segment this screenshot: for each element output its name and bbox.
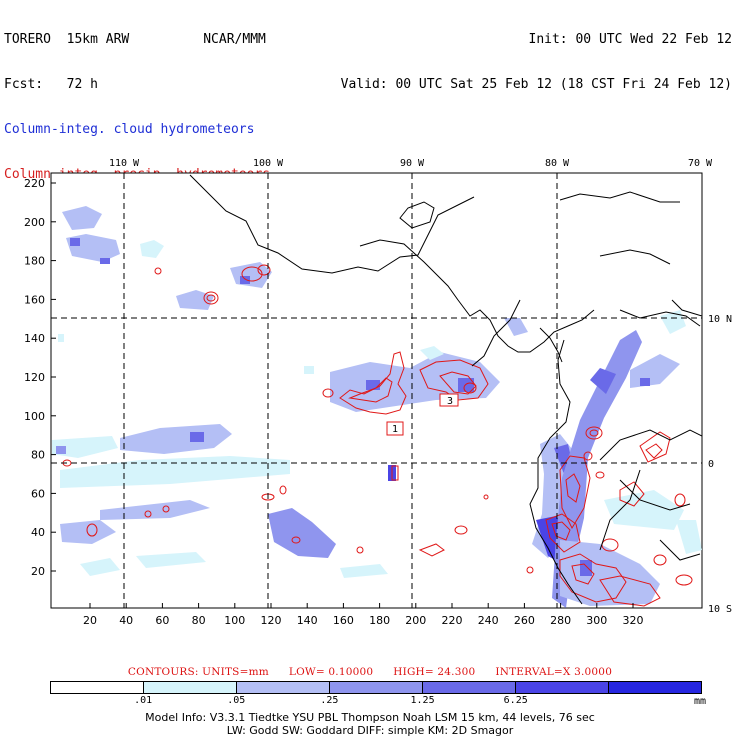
colorbar-swatch	[237, 682, 330, 693]
y-tick-label: 60	[31, 487, 45, 500]
colorbar-label: .05	[227, 695, 246, 706]
x-tick-label: 120	[261, 614, 282, 627]
forecast-map: 1 3 20 40 60 80 100 120 140 160 180 200 220 240 260 2…	[24, 158, 732, 627]
y-tick-label: 40	[31, 526, 45, 539]
colorbar-label: 1.25	[410, 695, 435, 706]
institution-label: NCAR/MMM	[203, 32, 266, 47]
x-tick-label: 220	[442, 614, 463, 627]
colorbar-swatch	[423, 682, 516, 693]
contour-high: HIGH= 24.300	[393, 666, 476, 678]
svg-text:3: 3	[447, 396, 453, 407]
x-tick-label: 300	[586, 614, 607, 627]
model-info-line2: LW: Godd SW: Goddard DIFF: simple KM: 2D…	[226, 724, 514, 737]
x-tick-label: 40	[119, 614, 133, 627]
x-tick-label: 60	[155, 614, 169, 627]
colorbar-swatch	[609, 682, 701, 693]
colorbar-swatch	[330, 682, 423, 693]
colorbar	[50, 681, 702, 694]
valid-time: Valid: 00 UTC Sat 25 Feb 12 (18 CST Fri …	[340, 77, 732, 92]
longitude-label: 110 W	[109, 158, 140, 169]
longitude-label: 90 W	[400, 158, 425, 169]
y-tick-label: 140	[24, 332, 45, 345]
x-tick-label: 280	[550, 614, 571, 627]
coastlines	[189, 174, 702, 605]
y-tick-label: 120	[24, 371, 45, 384]
colorbar-labels: .01 .05 .25 1.25 6.25	[50, 695, 702, 707]
plot-area: 1 3	[51, 173, 702, 608]
longitude-label: 80 W	[545, 158, 570, 169]
y-tick-label: 180	[24, 255, 45, 268]
contour-low: LOW= 0.10000	[288, 666, 374, 678]
x-tick-label: 200	[405, 614, 426, 627]
x-tick-label: 140	[297, 614, 318, 627]
init-time: Init: 00 UTC Wed 22 Feb 12	[528, 32, 733, 47]
colorbar-label: 6.25	[503, 695, 528, 706]
latitude-label: 0	[708, 459, 714, 470]
colorbar-label: .25	[320, 695, 339, 706]
colorbar-swatch	[516, 682, 609, 693]
x-tick-label: 20	[83, 614, 97, 627]
x-tick-label: 240	[478, 614, 499, 627]
y-tick-label: 100	[24, 410, 45, 423]
x-tick-label: 100	[224, 614, 245, 627]
x-tick-label: 80	[192, 614, 206, 627]
station-box-3: 3	[439, 393, 459, 407]
contour-info: CONTOURS: UNITS=mm LOW= 0.10000 HIGH= 24.3…	[0, 666, 740, 678]
model-info-line1: Model Info: V3.3.1 Tiedtke YSU PBL Thomp…	[145, 711, 595, 724]
x-tick-label: 320	[623, 614, 644, 627]
colorbar-swatch	[51, 682, 144, 693]
longitude-label: 100 W	[253, 158, 284, 169]
station-box-1: 1	[386, 421, 404, 436]
graticule	[51, 173, 702, 608]
x-axis: 20 40 60 80 100 120 140 160 180 200 220 240 260 280 30…	[83, 603, 644, 627]
y-tick-label: 200	[24, 216, 45, 229]
svg-text:1: 1	[392, 424, 398, 435]
y-tick-label: 220	[24, 177, 45, 190]
forecast-hour: Fcst: 72 h	[4, 77, 98, 92]
contour-interval: INTERVAL=X 3.0000	[495, 666, 613, 678]
y-tick-label: 80	[31, 449, 45, 462]
longitude-labels: 110 W 100 W 90 W 80 W 70 W	[109, 158, 713, 169]
colorbar-unit: mm	[694, 696, 707, 707]
header-right: Init: 00 UTC Wed 22 Feb 12 Valid: 00 UTC…	[341, 2, 732, 107]
y-tick-label: 160	[24, 293, 45, 306]
colorbar-label: .01	[134, 695, 153, 706]
x-tick-label: 180	[369, 614, 390, 627]
x-tick-label: 260	[514, 614, 535, 627]
contour-units: CONTOURS: UNITS=mm	[127, 666, 269, 678]
model-title: TORERO 15km ARW	[4, 32, 130, 47]
latitude-labels: 10 N 0 10 S	[708, 314, 732, 615]
latitude-label: 10 N	[708, 314, 732, 325]
y-tick-label: 20	[31, 565, 45, 578]
legend-cloud: Column-integ. cloud hydrometeors	[4, 122, 255, 137]
precip-contours	[62, 264, 693, 607]
y-axis: 20 40 60 80 100 120 140 160 180 200 220	[24, 177, 56, 578]
colorbar-swatch	[144, 682, 237, 693]
latitude-label: 10 S	[708, 604, 732, 615]
x-tick-label: 160	[333, 614, 354, 627]
longitude-label: 70 W	[688, 158, 713, 169]
